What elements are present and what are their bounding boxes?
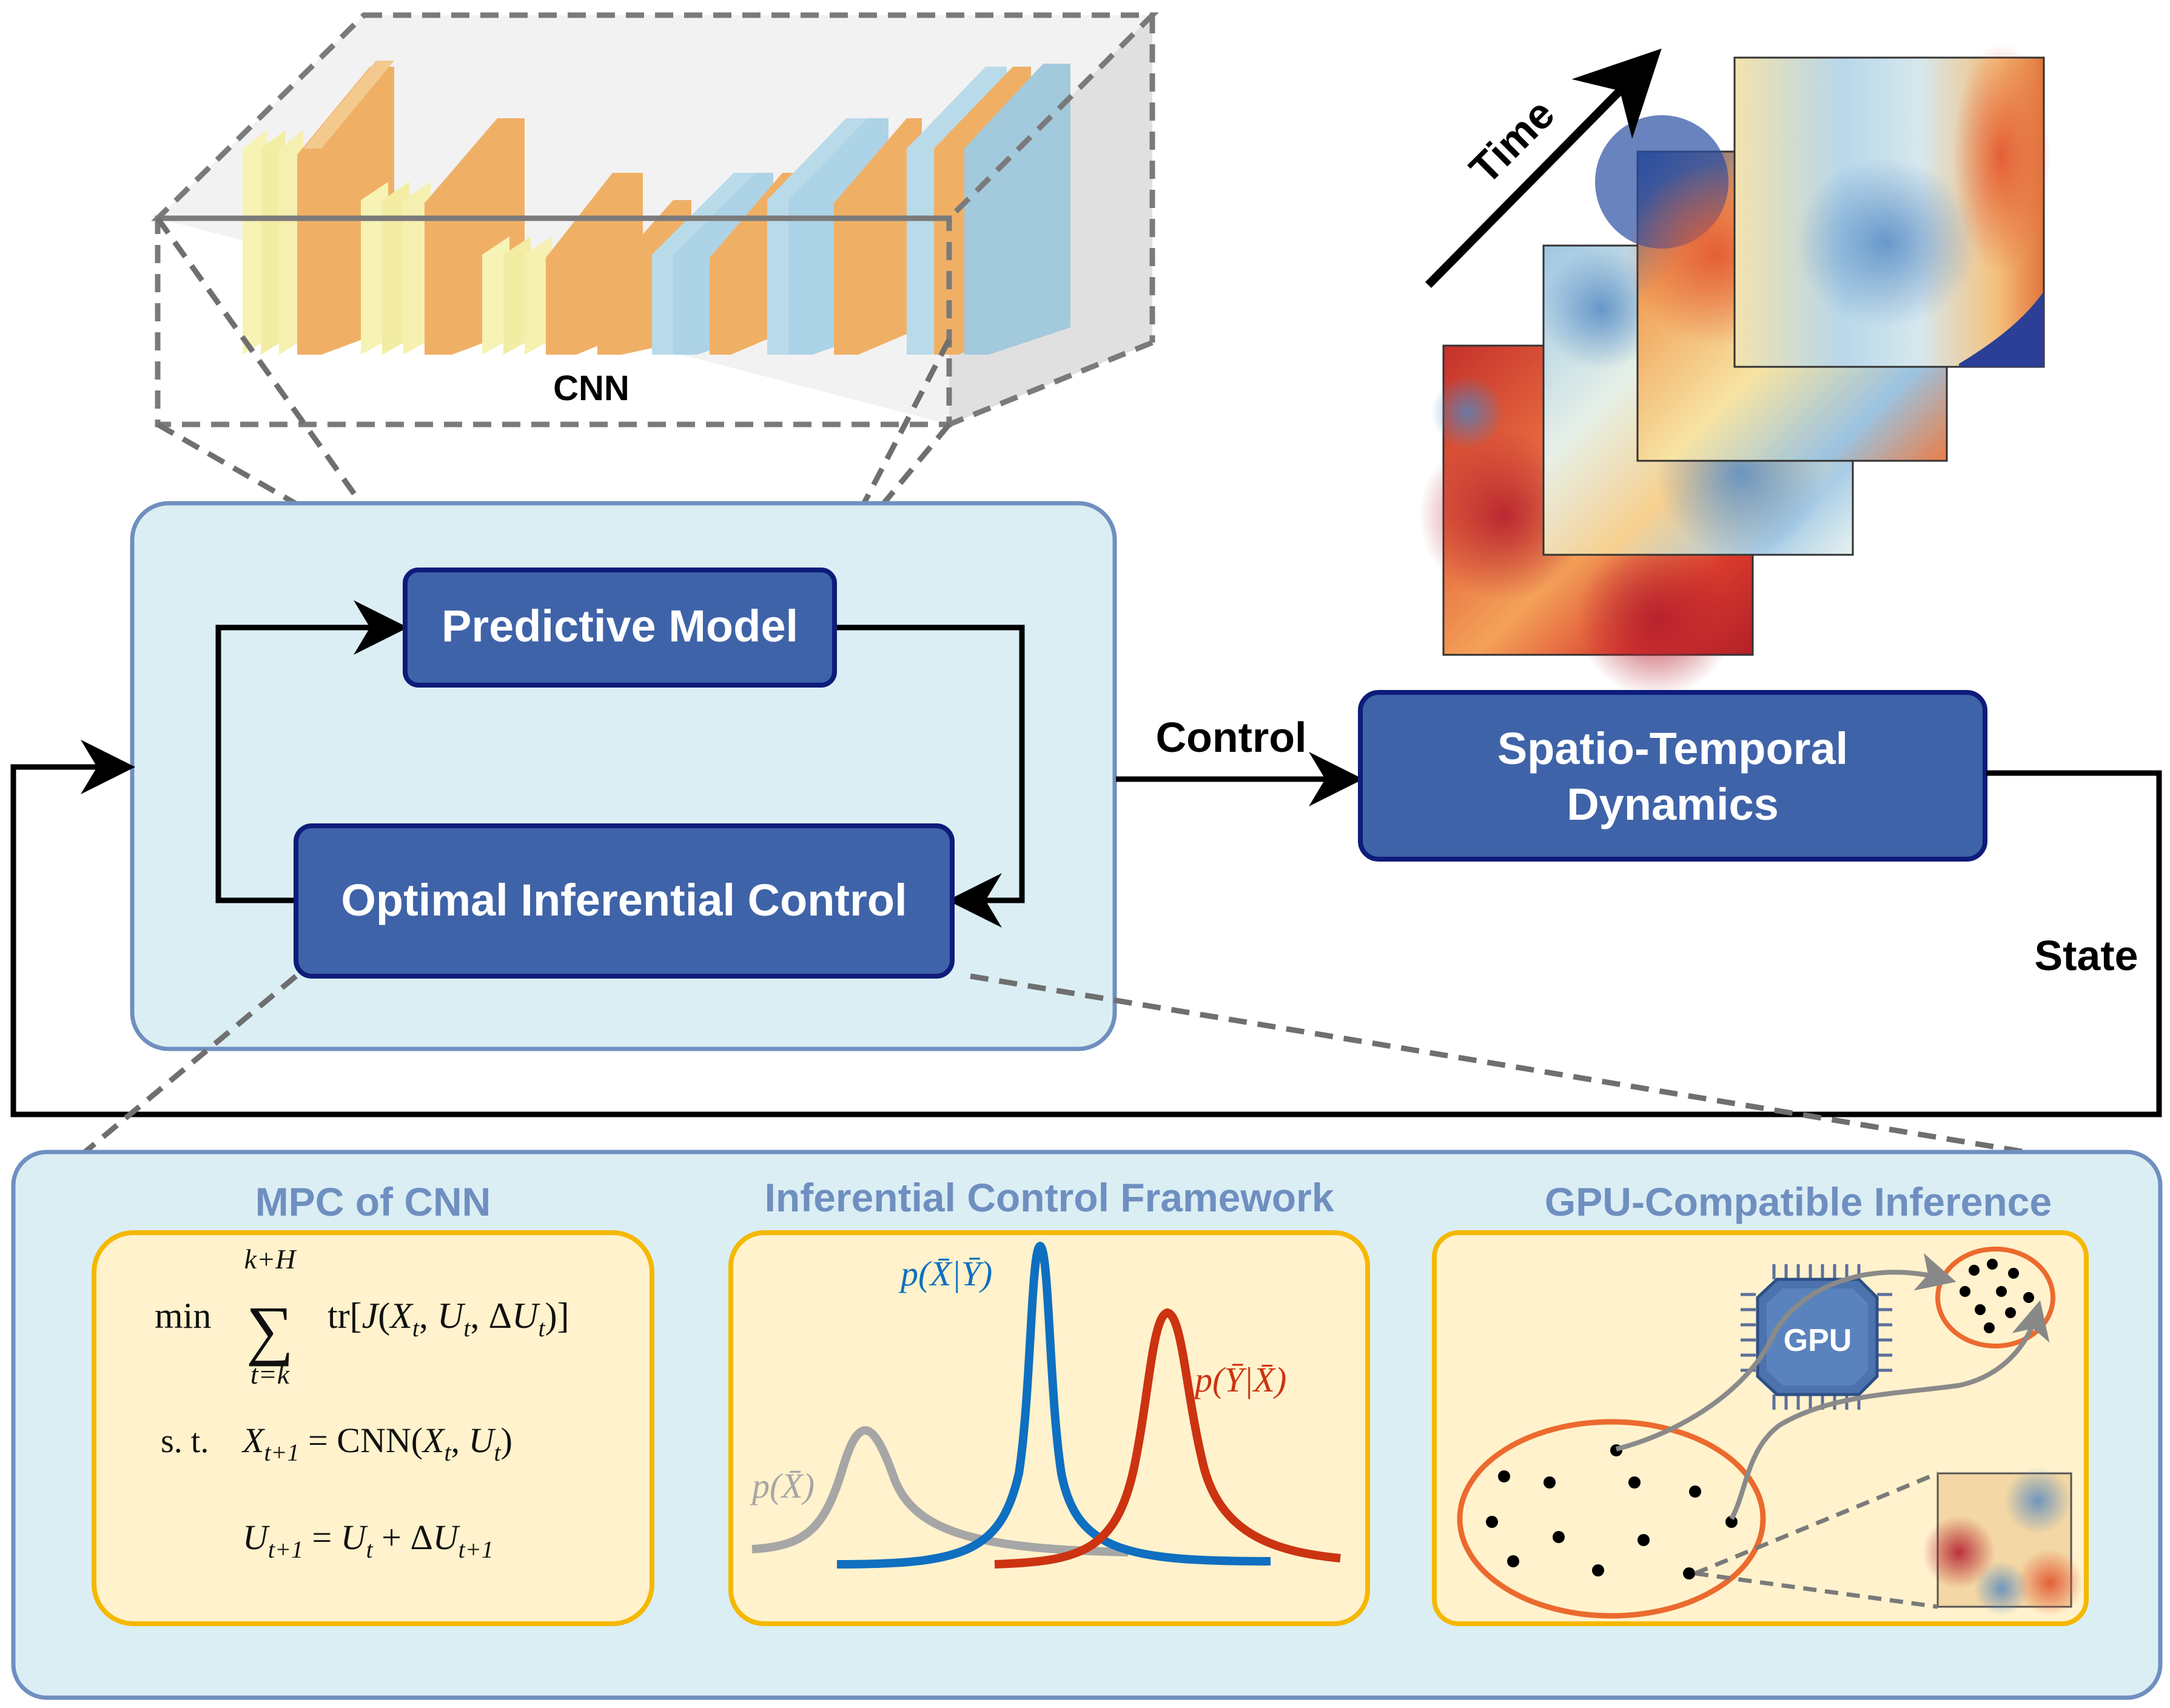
cnn-wireframe [151, 12, 1159, 427]
gpu-panel: GPU-Compatible Inference [1432, 1179, 2089, 1626]
prior-label: p(X̄) [750, 1466, 815, 1505]
cnn-label: CNN [553, 369, 630, 408]
inferential-panel: Inferential Control Framework p(X̄) p(X̄… [728, 1175, 1370, 1626]
mpc-objective: tr[J(Xt, Ut, ΔUt)] [328, 1296, 569, 1342]
state-label: State [2034, 932, 2138, 979]
mpc-title: MPC of CNN [255, 1179, 491, 1224]
mpc-constraint-2: Ut+1 = Ut + ΔUt+1 [243, 1518, 494, 1563]
mpc-sum-symbol: ∑ [246, 1293, 294, 1367]
likelihood-curve [994, 1308, 1341, 1569]
gpu-chip-label: GPU [1784, 1323, 1852, 1358]
inner-loop [215, 600, 1025, 928]
time-arrow [1425, 49, 1662, 288]
mpc-constraint-1: Xt+1 = CNN(Xt, Ut) [241, 1421, 512, 1466]
mpc-min: min [155, 1296, 211, 1336]
dynamics-label-line1: Spatio-Temporal [1497, 723, 1848, 774]
sample-ellipse [1457, 1419, 1766, 1619]
state-feedback-line [10, 740, 2162, 1117]
gpu-title: GPU-Compatible Inference [1545, 1179, 2052, 1224]
sample-points [1486, 1444, 1738, 1579]
heatmap-t4 [1733, 42, 2050, 368]
dynamics-label-line2: Dynamics [1567, 779, 1779, 829]
cnn-layers [243, 61, 1070, 355]
dynamics-box[interactable]: Spatio-Temporal Dynamics [1358, 690, 1987, 862]
optimal-control-box[interactable]: Optimal Inferential Control [294, 823, 955, 979]
zoom-connectors [83, 973, 2026, 1155]
time-label: Time [1460, 90, 1564, 193]
mpc-sum-lower: t=k [250, 1359, 291, 1390]
optimal-control-label: Optimal Inferential Control [341, 875, 907, 925]
inferential-title: Inferential Control Framework [765, 1175, 1334, 1220]
heatmap-stack [1419, 42, 2050, 697]
predictive-model-label: Predictive Model [442, 601, 798, 651]
cnn-block: CNN [151, 12, 1159, 427]
inset-connectors [1694, 1471, 1939, 1609]
control-label: Control [1156, 714, 1307, 761]
likelihood-label: p(Ȳ|X̄) [1192, 1360, 1286, 1399]
posterior-label: p(X̄|Ȳ) [898, 1254, 992, 1293]
mpc-sum-upper: k+H [244, 1244, 297, 1274]
predictive-model-box[interactable]: Predictive Model [403, 568, 837, 688]
mpc-panel: MPC of CNN min k+H ∑ t=k tr[J(Xt, Ut, ΔU… [92, 1179, 654, 1626]
inset-heatmap [1923, 1467, 2083, 1616]
gpu-flow-arrows [1615, 1253, 2050, 1520]
posterior-curve [836, 1241, 1271, 1569]
mpc-st: s. t. [161, 1422, 209, 1460]
posterior-sample-ellipse [1935, 1247, 2055, 1348]
